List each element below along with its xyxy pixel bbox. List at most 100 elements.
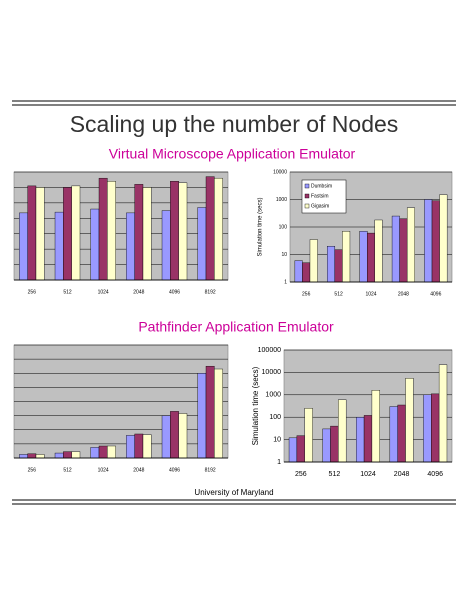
bar (134, 184, 144, 281)
bar (134, 433, 144, 459)
bar (161, 415, 171, 459)
legend-swatch (304, 203, 310, 209)
bar (19, 212, 28, 281)
x-tick-label: 8192 (205, 289, 216, 295)
bar (170, 181, 179, 281)
bar (424, 199, 433, 283)
section-title: Pathfinder Application Emulator (138, 319, 334, 335)
bar (438, 364, 448, 463)
bar (405, 378, 414, 463)
y-tick-label: 10000 (262, 369, 282, 376)
bar (71, 185, 81, 281)
y-tick-label: 10 (273, 436, 281, 443)
bar (142, 187, 152, 281)
bar (63, 451, 72, 459)
x-tick-label: 4096 (169, 289, 180, 295)
bar (431, 200, 440, 283)
bar (27, 185, 37, 281)
bar (178, 182, 188, 281)
bar (205, 365, 215, 459)
bar (19, 454, 28, 459)
x-tick-label: 256 (295, 471, 307, 478)
bar (296, 435, 305, 463)
bar (327, 246, 336, 283)
x-tick-label: 2048 (133, 467, 144, 473)
x-tick-label: 1024 (365, 291, 376, 297)
bar (71, 451, 81, 459)
x-tick-label: 512 (334, 291, 343, 297)
x-tick-label: 4096 (427, 471, 443, 478)
bar (54, 211, 64, 281)
legend-label: Gigasim (311, 203, 329, 209)
bar (90, 208, 100, 281)
bar (330, 425, 339, 463)
legend-label: Fastsim (311, 193, 329, 199)
bar (359, 231, 368, 283)
bar (391, 215, 400, 283)
bar (98, 177, 108, 281)
bar (98, 445, 108, 459)
y-tick-label: 1 (284, 279, 287, 285)
y-axis-label: Simulation time (secs) (251, 366, 260, 445)
bar (406, 207, 415, 283)
x-tick-label: 2048 (398, 291, 409, 297)
x-tick-label: 4096 (169, 467, 180, 473)
bar (35, 187, 45, 281)
bar (161, 210, 171, 281)
y-tick-label: 10 (281, 252, 287, 258)
bar (431, 393, 440, 463)
y-tick-label: 100000 (258, 347, 281, 354)
x-tick-label: 1024 (98, 467, 109, 473)
bar (205, 176, 215, 281)
x-tick-label: 8192 (205, 467, 216, 473)
bar (367, 232, 375, 283)
bar (439, 194, 448, 283)
bar (214, 368, 223, 459)
x-tick-label: 256 (28, 467, 37, 473)
footer: University of Maryland (194, 488, 273, 497)
bar (126, 212, 135, 281)
bar (363, 415, 373, 463)
bar (170, 411, 179, 459)
x-tick-label: 256 (302, 291, 311, 297)
y-tick-label: 1000 (265, 392, 281, 399)
legend-swatch (304, 193, 310, 199)
plot-area (13, 171, 229, 281)
y-tick-label: 100 (279, 224, 288, 230)
bar (302, 262, 311, 283)
bar (35, 454, 45, 459)
y-axis-label: Simulation time (secs) (258, 197, 264, 256)
bar (334, 249, 343, 283)
bar (288, 437, 298, 463)
bar (374, 219, 383, 283)
x-tick-label: 512 (63, 289, 72, 295)
bar (214, 177, 223, 281)
bar (142, 434, 152, 459)
x-tick-label: 2048 (133, 289, 144, 295)
y-tick-label: 1 (277, 459, 281, 466)
y-tick-label: 1000 (276, 197, 287, 203)
bar (107, 445, 116, 459)
bar (294, 260, 303, 283)
bar (63, 187, 72, 281)
bar (90, 447, 100, 459)
bar (54, 452, 64, 459)
y-tick-label: 10000 (273, 169, 287, 175)
x-tick-label: 512 (63, 467, 72, 473)
x-tick-label: 1024 (360, 471, 376, 478)
bar (423, 394, 432, 463)
bar (304, 408, 313, 463)
x-tick-label: 1024 (98, 289, 109, 295)
x-tick-label: 4096 (430, 291, 441, 297)
x-tick-label: 2048 (394, 471, 410, 478)
bar (356, 417, 365, 463)
bar (322, 428, 331, 463)
bar (399, 218, 408, 283)
x-tick-label: 256 (28, 289, 37, 295)
bar (342, 231, 351, 283)
bar (27, 453, 37, 459)
bar (389, 406, 398, 463)
bar (371, 390, 380, 463)
